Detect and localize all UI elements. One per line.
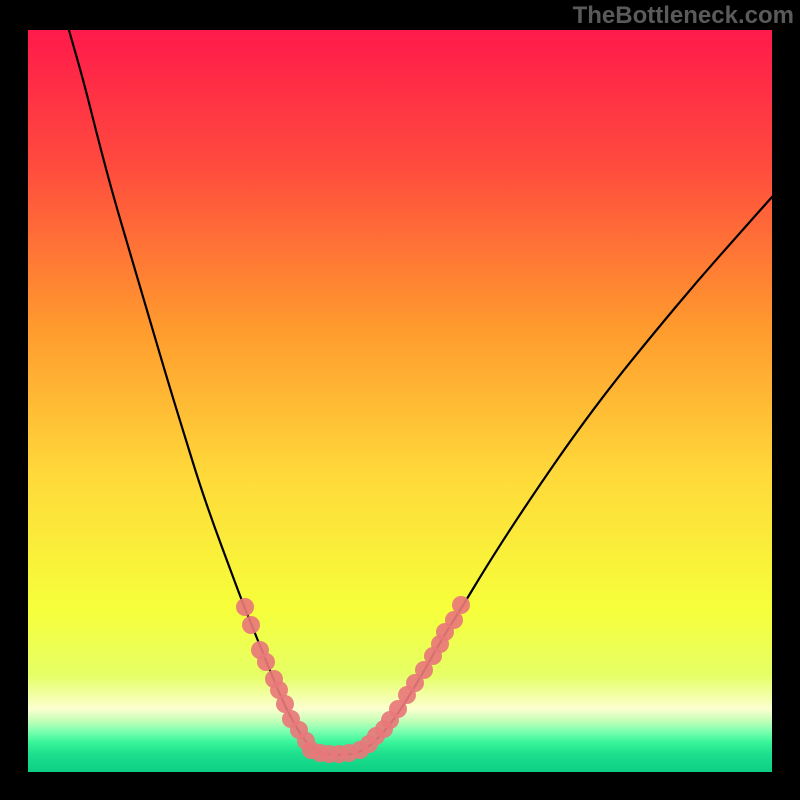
markers-layer — [28, 30, 772, 772]
curve-marker — [452, 596, 470, 614]
curve-marker — [242, 616, 260, 634]
plot-area — [28, 30, 772, 772]
watermark-text: TheBottleneck.com — [573, 2, 794, 30]
curve-marker — [257, 653, 275, 671]
chart-root: TheBottleneck.com — [0, 0, 800, 800]
curve-marker — [236, 598, 254, 616]
